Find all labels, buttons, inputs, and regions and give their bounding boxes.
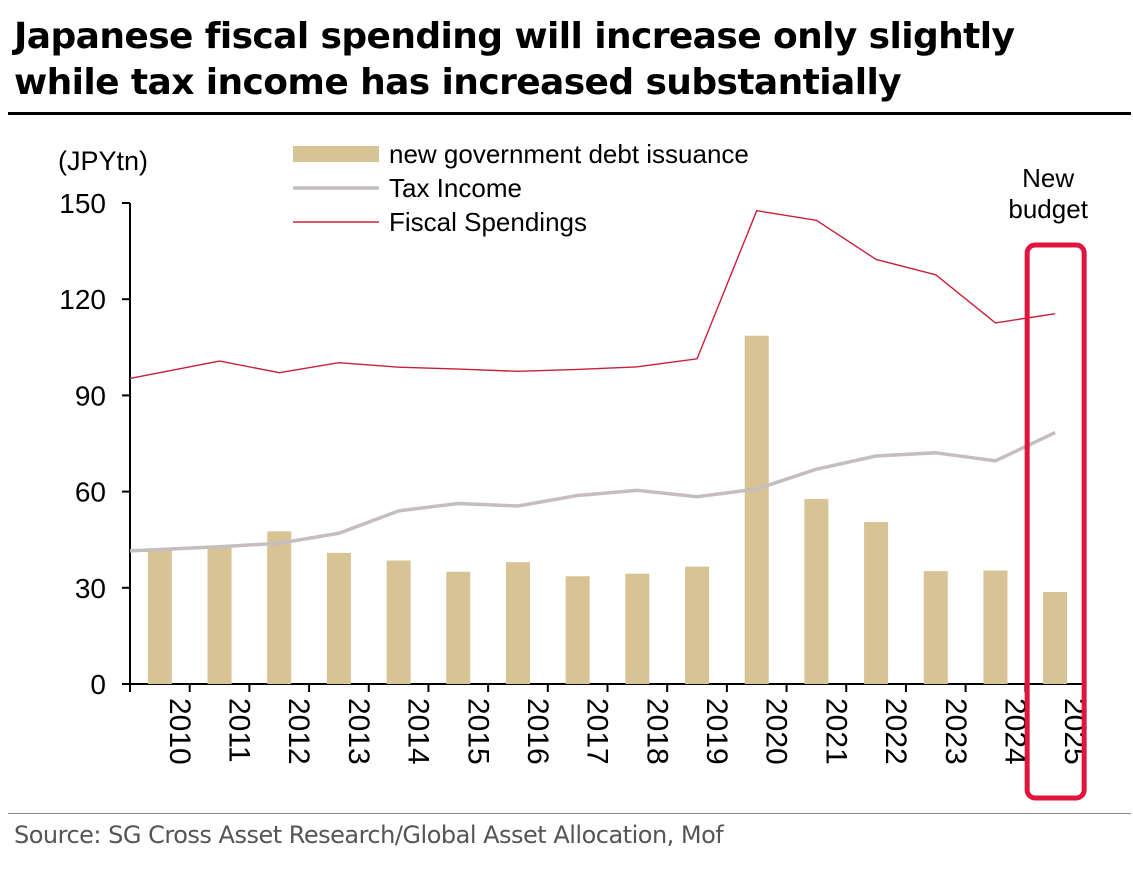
bar (326, 552, 351, 684)
bar (147, 548, 172, 684)
y-tick-label: 150 (59, 188, 106, 219)
x-tick-label: 2013 (342, 698, 375, 765)
bar (625, 573, 650, 684)
bar (685, 566, 710, 684)
x-tick-label: 2020 (760, 698, 793, 765)
fiscal-spendings-line (129, 209, 1056, 380)
legend-label: new government debt issuance (389, 139, 749, 169)
y-tick-label: 60 (75, 477, 106, 508)
x-tick-label: 2012 (282, 698, 315, 765)
chart-title: Japanese fiscal spending will increase o… (14, 16, 1015, 103)
bar (864, 522, 889, 684)
bar (923, 571, 948, 684)
x-tick-label: 2018 (640, 698, 673, 765)
x-tick-label: 2023 (939, 698, 972, 765)
annotation-label-line: New (1022, 163, 1074, 193)
bar (446, 571, 471, 684)
legend: new government debt issuance Tax Income Fi… (293, 139, 749, 237)
bar (207, 546, 232, 684)
x-tick-label: 2014 (402, 698, 435, 765)
annotation-label-line: budget (1008, 194, 1088, 224)
bar (983, 570, 1008, 684)
x-tick-label: 2015 (461, 698, 494, 765)
x-tick-label: 2017 (581, 698, 614, 765)
bar (505, 562, 530, 684)
bar (744, 335, 769, 684)
x-axis: 2010 2011 2012 2013 2014 2015 2016 2017 2018 2019… (129, 683, 1091, 765)
y-tick-label: 30 (75, 573, 106, 604)
x-tick-label: 2021 (819, 698, 852, 765)
bar (1043, 591, 1068, 684)
tax-income-line (129, 431, 1056, 553)
y-tick-label: 0 (90, 669, 106, 700)
x-tick-label: 2019 (700, 698, 733, 765)
source-note: Source: SG Cross Asset Research/Global A… (14, 821, 724, 849)
legend-swatch-bar (293, 146, 379, 162)
y-tick-label: 120 (59, 284, 106, 315)
y-tick-label: 90 (75, 380, 106, 411)
x-tick-label: 2016 (521, 698, 554, 765)
title-divider (8, 112, 1131, 115)
bar (804, 498, 829, 684)
bar (267, 531, 292, 684)
bar (386, 560, 411, 684)
x-tick-label: 2022 (879, 698, 912, 765)
new-budget-box (1024, 242, 1087, 801)
x-tick-label: 2011 (223, 698, 256, 763)
line-series (129, 209, 1056, 553)
legend-label: Fiscal Spendings (389, 207, 587, 237)
bar (565, 576, 590, 684)
x-tick-label: 2010 (163, 698, 196, 765)
y-axis: 0 30 60 90 120 150 (JPYtn) (58, 146, 148, 700)
legend-label: Tax Income (389, 173, 522, 203)
bar-series (147, 335, 1068, 684)
y-axis-unit-label: (JPYtn) (58, 146, 148, 176)
source-divider (8, 813, 1131, 814)
